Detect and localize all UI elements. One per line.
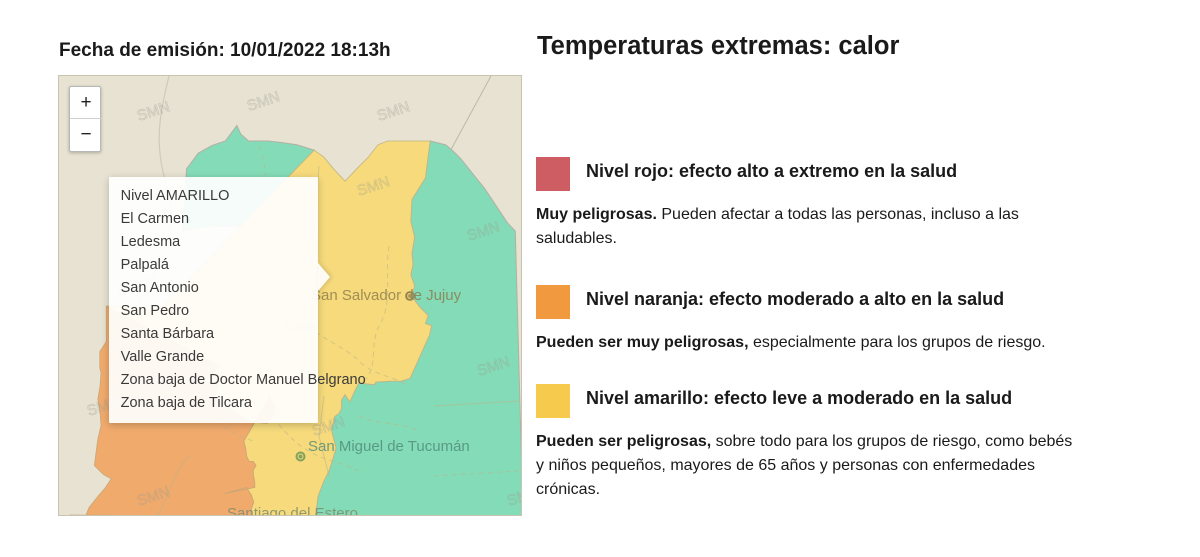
- svg-text:San Miguel de Tucumán: San Miguel de Tucumán: [308, 438, 470, 455]
- svg-text:San Salvador de Jujuy: San Salvador de Jujuy: [311, 287, 462, 304]
- svg-text:Santiago del Estero: Santiago del Estero: [227, 505, 358, 516]
